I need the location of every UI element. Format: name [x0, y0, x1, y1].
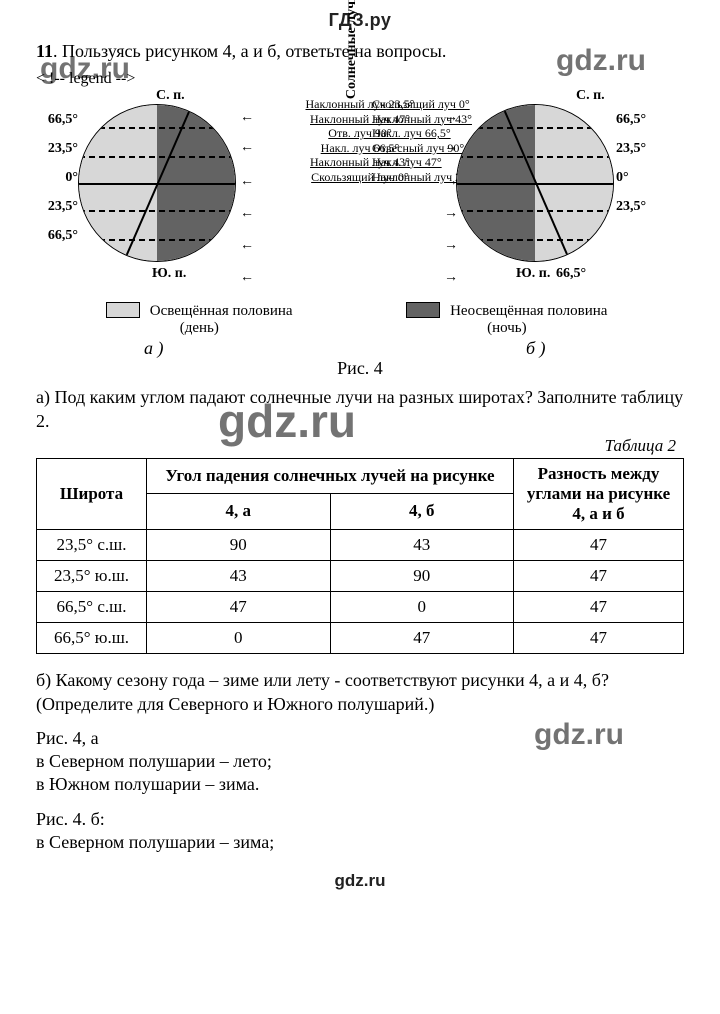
cell-a: 0	[147, 622, 331, 653]
cell-diff: 47	[514, 591, 684, 622]
arrow-icon: ←	[240, 238, 254, 254]
answer-a-title: Рис. 4, а	[36, 728, 684, 749]
th-angle: Угол падения солнечных лучей на рисунке	[147, 458, 514, 494]
question-b: б) Какому сезону года – зиме или лету - …	[36, 668, 684, 717]
lat-label: 23,5°	[32, 136, 78, 162]
cell-lat: 23,5° с.ш.	[37, 529, 147, 560]
lat-label: 66,5°	[32, 107, 78, 133]
table-row: 66,5° ю.ш. 0 47 47	[37, 622, 684, 653]
cell-lat: 66,5° с.ш.	[37, 591, 147, 622]
cell-b: 47	[330, 622, 514, 653]
lat-66-b-bottom: 66,5°	[556, 266, 586, 282]
answer-b-title: Рис. 4. б:	[36, 809, 684, 830]
north-pole-b: С. п.	[576, 88, 605, 104]
arrow-icon: →	[444, 206, 458, 222]
legend-lit-sub: (день)	[180, 320, 219, 336]
arrow-icon: →	[444, 270, 458, 286]
footer-watermark: gdz.ru	[36, 871, 684, 891]
th-4a: 4, а	[147, 494, 331, 530]
table-label: Таблица 2	[36, 436, 676, 456]
cell-lat: 66,5° ю.ш.	[37, 622, 147, 653]
question-a: а) Под каким углом падают солнечные лучи…	[36, 385, 684, 434]
legend-dark-sub: (ночь)	[487, 320, 527, 336]
cell-b: 90	[330, 560, 514, 591]
lat-label: 66,5°	[616, 107, 672, 133]
lat-label: 23,5°	[32, 194, 78, 220]
latitude-labels-b: 66,5° 23,5° 0° 23,5°	[616, 104, 672, 223]
cell-diff: 47	[514, 622, 684, 653]
swatch-lit	[106, 302, 140, 318]
south-pole-a: Ю. п.	[152, 266, 186, 282]
ray-label: Накл. луч 47°	[372, 156, 462, 169]
north-pole-a: С. п.	[156, 88, 185, 104]
arrow-icon: ←	[240, 140, 254, 156]
swatch-dark	[406, 302, 440, 318]
task-number: 11	[36, 41, 53, 61]
subfig-a-label: а )	[144, 338, 164, 359]
cell-a: 90	[147, 529, 331, 560]
arrow-icon: ←	[240, 174, 254, 190]
figure-4: 66,5° 23,5° 0° 23,5° 66,5° С. п. Ю. п. Н…	[36, 70, 684, 360]
lat-label: 23,5°	[616, 194, 672, 220]
cell-b: 0	[330, 591, 514, 622]
arrow-icon: ←	[240, 206, 254, 222]
arrow-icon: →	[444, 238, 458, 254]
arrow-icon: →	[444, 140, 458, 156]
latitude-labels-a: 66,5° 23,5° 0° 23,5° 66,5°	[32, 104, 78, 252]
cell-a: 43	[147, 560, 331, 591]
legend-lit-label: Освещённая половина	[150, 303, 293, 319]
ray-label: Скользящий луч 0°	[372, 98, 462, 111]
ray-label: Накл. луч 66,5°	[372, 127, 462, 140]
answer-a-south: в Южном полушарии – зима.	[36, 774, 684, 795]
answers-block: Рис. 4, а в Северном полушарии – лето; в…	[36, 716, 684, 853]
table-row: 23,5° ю.ш. 43 90 47	[37, 560, 684, 591]
cell-diff: 47	[514, 560, 684, 591]
globe-b	[456, 104, 614, 262]
cell-diff: 47	[514, 529, 684, 560]
task-text: Пользуясь рисунком 4, а и б, ответьте на…	[62, 41, 446, 61]
figure-caption: Рис. 4	[36, 358, 684, 379]
arrow-icon: ←	[240, 270, 254, 286]
subfig-b-label: б )	[526, 338, 546, 359]
table-row: 66,5° с.ш. 47 0 47	[37, 591, 684, 622]
th-4b: 4, б	[330, 494, 514, 530]
sun-rays-label: Солнечные лучи	[344, 0, 360, 116]
answer-a-north: в Северном полушарии – лето;	[36, 751, 684, 772]
table-row: 23,5° с.ш. 90 43 47	[37, 529, 684, 560]
lat-label: 66,5°	[32, 223, 78, 249]
arrow-icon: ←	[240, 110, 254, 126]
angle-table: Широта Угол падения солнечных лучей на р…	[36, 458, 684, 654]
arrow-icon: →	[444, 110, 458, 126]
th-diff: Разность между углами на рисунке 4, а и …	[514, 458, 684, 529]
lat-label: 0°	[616, 165, 672, 191]
south-pole-b: Ю. п.	[516, 266, 550, 282]
legend-dark-label: Неосвещённая половина	[450, 303, 607, 319]
cell-b: 43	[330, 529, 514, 560]
task-prompt: 11. Пользуясь рисунком 4, а и б, ответьт…	[36, 41, 684, 62]
th-lat: Широта	[37, 458, 147, 529]
globe-a	[78, 104, 236, 262]
lat-label: 23,5°	[616, 136, 672, 162]
lat-label: 0°	[32, 165, 78, 191]
figure-legend: Освещённая половина (день) Неосвещённая …	[96, 302, 654, 337]
cell-a: 47	[147, 591, 331, 622]
cell-lat: 23,5° ю.ш.	[37, 560, 147, 591]
answer-b-north: в Северном полушарии – зима;	[36, 832, 684, 853]
site-header: ГДЗ.ру	[36, 10, 684, 31]
